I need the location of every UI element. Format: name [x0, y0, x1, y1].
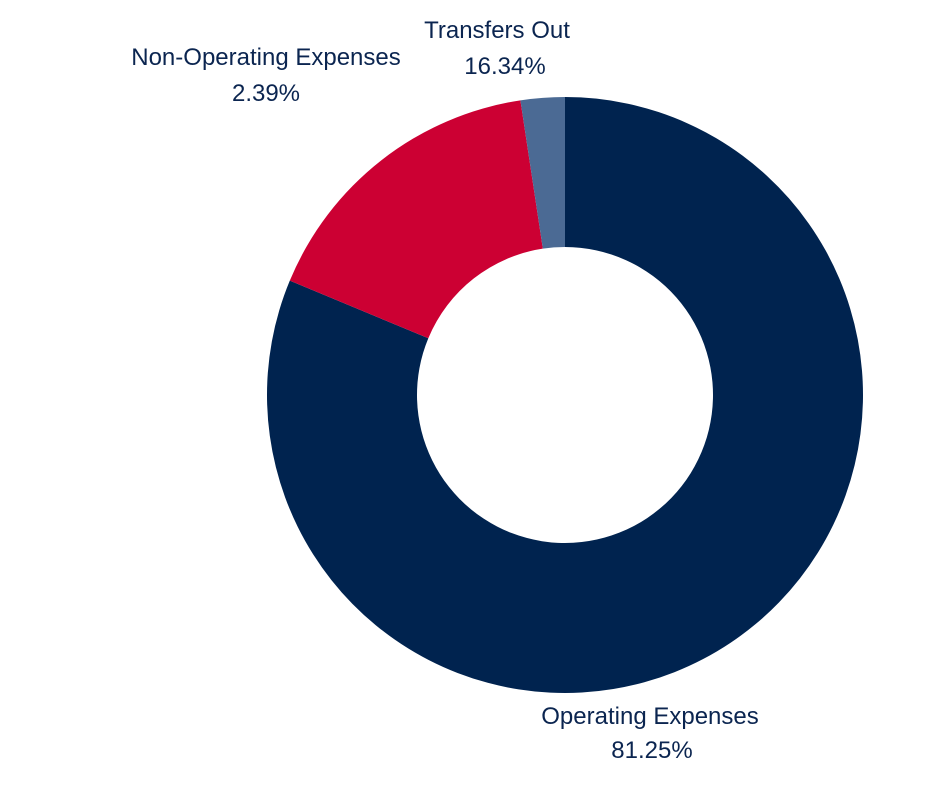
slice-label-non-operating-expenses: Non-Operating Expenses 2.39%	[131, 44, 400, 107]
slice-label-operating-expenses: Operating Expenses 81.25%	[541, 703, 758, 764]
slice-transfers-out	[289, 100, 543, 339]
slice-label-value: 81.25%	[611, 737, 692, 764]
slice-label-value: 2.39%	[232, 80, 300, 107]
chart-slices	[266, 97, 864, 693]
slice-label-name: Operating Expenses	[541, 703, 758, 730]
slice-non-operating-expenses	[520, 97, 565, 249]
slice-label-name: Non-Operating Expenses	[131, 44, 400, 71]
slice-label-value: 16.34%	[464, 53, 545, 80]
slice-label-transfers-out: Transfers Out 16.34%	[424, 17, 570, 80]
slice-label-name: Transfers Out	[424, 17, 570, 44]
slice-operating-expenses	[266, 97, 864, 693]
